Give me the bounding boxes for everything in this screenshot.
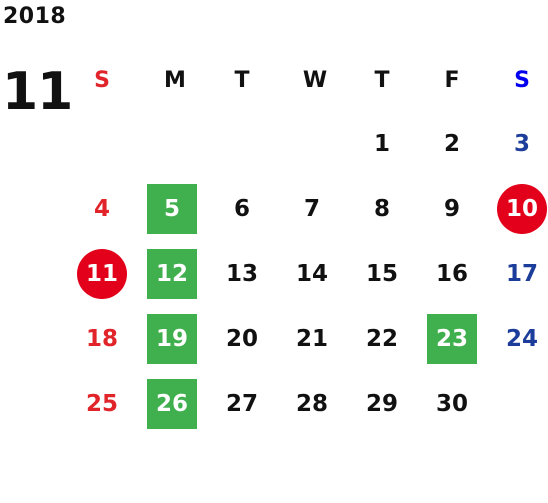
calendar-day-15[interactable]: 15: [365, 261, 398, 287]
calendar-day-9[interactable]: 9: [443, 196, 460, 222]
calendar-week-row: 11 12 13 14 15 16 17: [67, 242, 548, 307]
calendar-day-2[interactable]: 2: [443, 131, 460, 157]
calendar-day-empty: [147, 119, 197, 169]
calendar-day-empty: [217, 119, 267, 169]
calendar-day-13[interactable]: 13: [225, 261, 258, 287]
calendar-day-17[interactable]: 17: [505, 261, 538, 287]
calendar-week-row: 4 5 6 7 8 9 10: [67, 177, 548, 242]
weekday-saturday: S: [514, 67, 530, 93]
calendar-day-empty: [77, 119, 127, 169]
calendar-day-16[interactable]: 16: [435, 261, 468, 287]
calendar-day-10[interactable]: 10: [497, 184, 547, 234]
calendar-day-23[interactable]: 23: [427, 314, 477, 364]
calendar-week-row: 1 2 3: [67, 112, 548, 177]
calendar-week-row: 25 26 27 28 29 30: [67, 372, 548, 437]
calendar-day-12[interactable]: 12: [147, 249, 197, 299]
calendar-day-19[interactable]: 19: [147, 314, 197, 364]
weekday-sunday: S: [94, 67, 110, 93]
calendar-day-29[interactable]: 29: [365, 391, 398, 417]
calendar-day-25[interactable]: 25: [85, 391, 118, 417]
calendar-day-30[interactable]: 30: [435, 391, 468, 417]
calendar-day-1[interactable]: 1: [373, 131, 390, 157]
calendar-day-4[interactable]: 4: [93, 196, 110, 222]
calendar-day-24[interactable]: 24: [505, 326, 538, 352]
weekday-monday: M: [164, 67, 186, 93]
weekday-header-row: S M T W T F S: [67, 48, 548, 112]
calendar-day-28[interactable]: 28: [295, 391, 328, 417]
calendar-day-21[interactable]: 21: [295, 326, 328, 352]
weekday-friday: F: [444, 67, 460, 93]
calendar-day-11[interactable]: 11: [77, 249, 127, 299]
calendar-day-14[interactable]: 14: [295, 261, 328, 287]
calendar-day-3[interactable]: 3: [513, 131, 530, 157]
calendar-day-22[interactable]: 22: [365, 326, 398, 352]
calendar-day-18[interactable]: 18: [85, 326, 118, 352]
calendar-day-6[interactable]: 6: [233, 196, 250, 222]
calendar-day-26[interactable]: 26: [147, 379, 197, 429]
calendar-day-5[interactable]: 5: [147, 184, 197, 234]
calendar-day-empty: [287, 119, 337, 169]
calendar-day-27[interactable]: 27: [225, 391, 258, 417]
calendar-day-7[interactable]: 7: [303, 196, 320, 222]
calendar-day-8[interactable]: 8: [373, 196, 390, 222]
calendar-year: 2018: [3, 4, 67, 29]
calendar-day-empty: [497, 379, 547, 429]
weekday-tuesday: T: [234, 67, 250, 93]
calendar-day-20[interactable]: 20: [225, 326, 258, 352]
calendar-month: 11: [2, 62, 73, 122]
calendar-grid: S M T W T F S 1 2 3 4 5 6 7 8 9 10 11 12 13 14 15 16 17 1…: [67, 48, 548, 437]
calendar-weeks: 1 2 3 4 5 6 7 8 9 10 11 12 13 14 15 16 17 18 19 20 21 22 23 24 2…: [67, 112, 548, 437]
weekday-thursday: T: [374, 67, 390, 93]
weekday-wednesday: W: [302, 67, 328, 93]
calendar-week-row: 18 19 20 21 22 23 24: [67, 307, 548, 372]
